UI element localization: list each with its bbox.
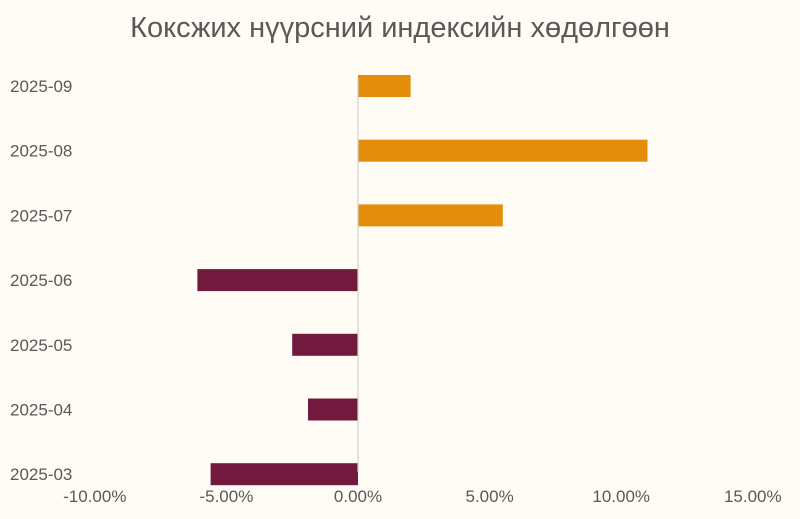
chart-title: Коксжих нүүрсний индексийн хөдөлгөөн [130,12,670,44]
y-tick-label: 2025-08 [10,142,72,161]
x-tick-label: 0.00% [334,487,382,506]
bar-2025-04 [308,398,358,421]
x-tick-label: 5.00% [465,487,513,506]
bar-2025-08 [358,139,648,162]
x-tick-label: -5.00% [199,487,253,506]
y-tick-label: 2025-04 [10,401,72,420]
x-tick-label: -10.00% [63,487,126,506]
y-tick-label: 2025-09 [10,77,72,96]
bar-2025-03 [210,463,358,486]
bar-2025-05 [292,333,358,356]
x-tick-label: 10.00% [592,487,650,506]
bar-2025-06 [197,269,358,292]
bar-2025-07 [358,204,503,227]
y-tick-label: 2025-07 [10,206,72,225]
y-tick-label: 2025-05 [10,336,72,355]
y-tick-label: 2025-03 [10,465,72,484]
bar-2025-09 [358,75,411,97]
y-tick-label: 2025-06 [10,271,72,290]
x-tick-label: 15.00% [724,487,782,506]
